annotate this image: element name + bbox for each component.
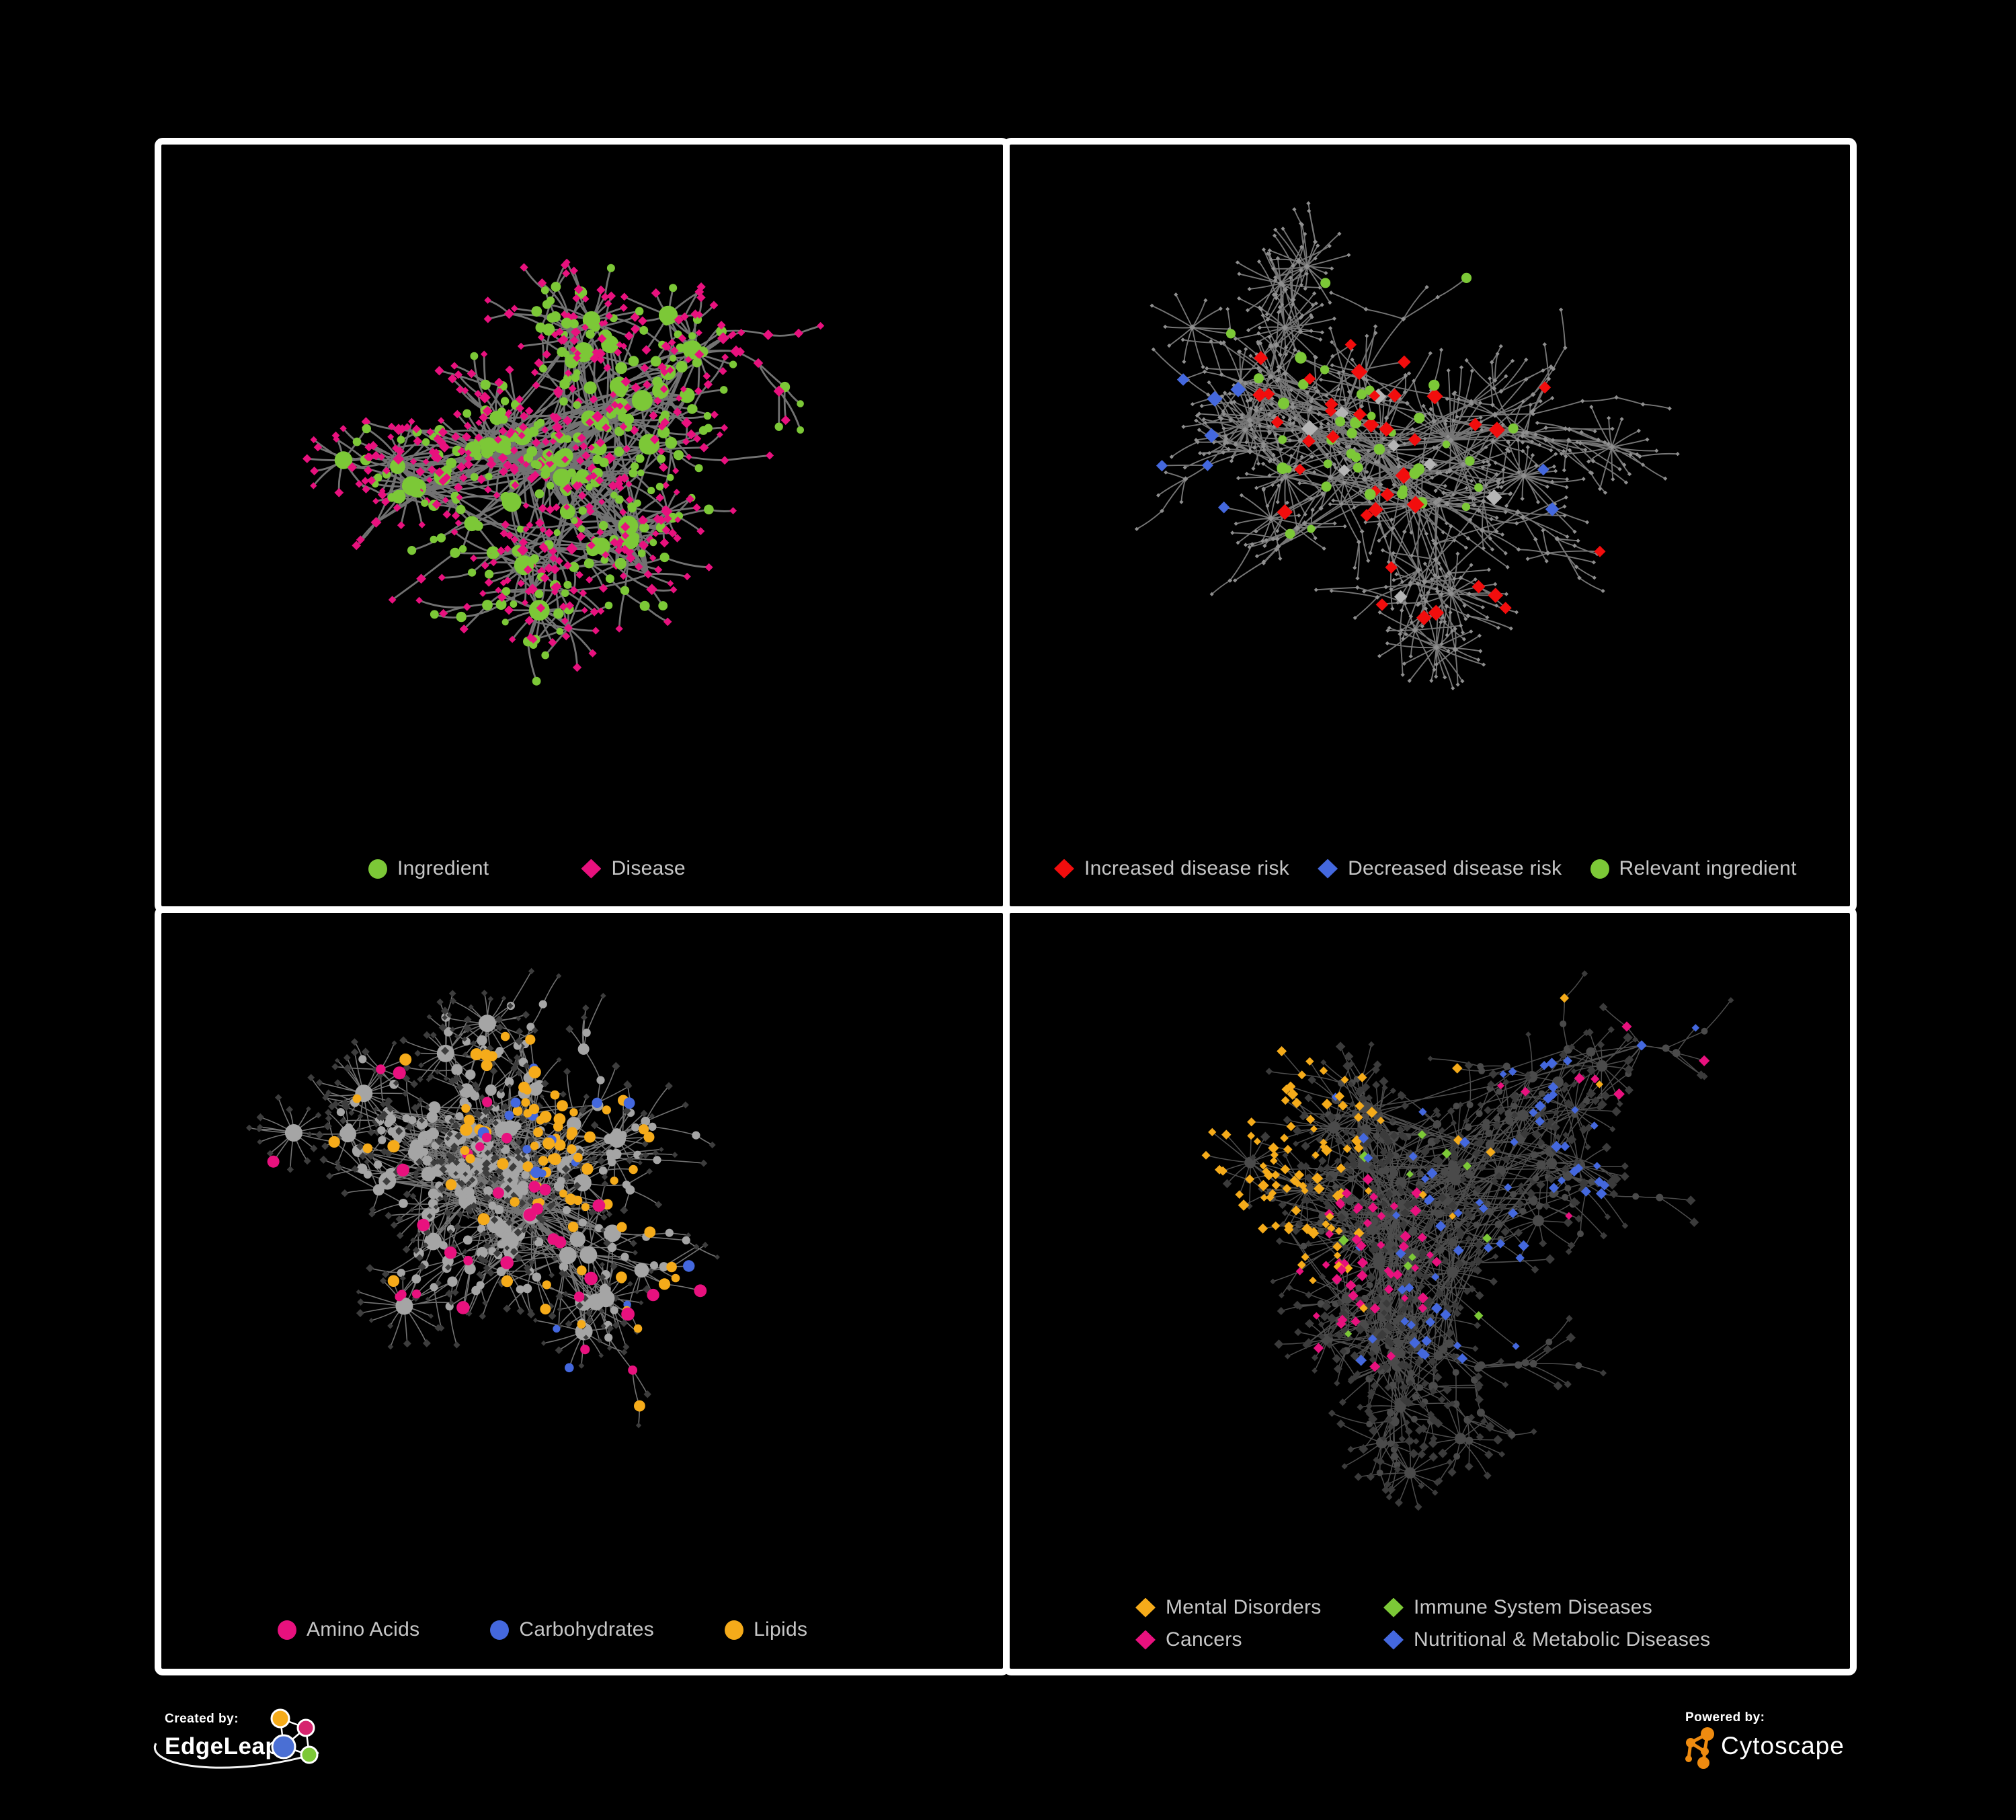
legend-disease-risk: Increased disease risk Decreased disease … <box>1054 857 1797 880</box>
legend-label: Lipids <box>754 1618 808 1640</box>
diamond-marker-icon <box>1318 859 1338 879</box>
legend-label: Disease <box>611 857 686 879</box>
panel-ingredient-disease: Ingredient Disease <box>155 138 1010 913</box>
network-graph-disease-risk <box>1134 201 1680 690</box>
circle-marker-icon <box>490 1620 510 1640</box>
legend-label: Increased disease risk <box>1084 857 1290 879</box>
cytoscape-credit: Powered by: Cytoscape <box>1685 1710 1844 1759</box>
legend-label: Nutritional & Metabolic Diseases <box>1414 1628 1711 1651</box>
legend-item: Ingredient <box>368 857 489 880</box>
nodes-layer <box>303 258 825 686</box>
diamond-marker-icon <box>1054 859 1074 879</box>
legend-item: Decreased disease risk <box>1318 857 1562 880</box>
legend-item: Amino Acids <box>278 1618 419 1641</box>
circle-marker-icon <box>1590 859 1609 879</box>
cytoscape-brand: Cytoscape <box>1721 1732 1845 1759</box>
nodes-layer <box>1201 970 1734 1511</box>
network-graph-nutrient-classes <box>245 967 720 1429</box>
created-by-label: Created by: <box>165 1712 239 1726</box>
diamond-marker-icon <box>581 859 602 879</box>
diamond-marker-icon <box>1135 1630 1156 1650</box>
circle-marker-icon <box>725 1620 744 1640</box>
edgeleap-credit: Created by: EdgeLeap <box>165 1712 280 1760</box>
legend-item: Increased disease risk <box>1054 857 1289 880</box>
legend-label: Decreased disease risk <box>1348 857 1562 879</box>
circle-marker-icon <box>368 859 387 879</box>
legend-item: Nutritional & Metabolic Diseases <box>1383 1628 1710 1651</box>
network-graph-ingredient-disease <box>303 258 825 686</box>
nodes-layer <box>245 967 720 1429</box>
edgeleap-swoosh-icon <box>153 1743 319 1769</box>
powered-by-label: Powered by: <box>1685 1710 1765 1725</box>
diamond-marker-icon <box>1383 1597 1404 1618</box>
panel-disease-risk: Increased disease risk Decreased disease … <box>1003 138 1857 913</box>
legend-disease-categories: Mental Disorders Immune System Diseases Ca… <box>1135 1596 1710 1651</box>
diamond-marker-icon <box>1135 1597 1156 1618</box>
legend-item: Lipids <box>725 1618 807 1641</box>
diamond-marker-icon <box>1383 1630 1404 1650</box>
panel-disease-categories: Mental Disorders Immune System Diseases Ca… <box>1003 906 1857 1675</box>
network-graph-disease-categories <box>1201 970 1734 1511</box>
nodes-layer <box>1134 201 1680 690</box>
legend-label: Cancers <box>1166 1628 1242 1651</box>
legend-item: Mental Disorders <box>1135 1596 1383 1619</box>
panel-nutrient-classes: Amino Acids Carbohydrates Lipids <box>155 906 1010 1675</box>
legend-label: Relevant ingredient <box>1619 857 1797 879</box>
legend-ingredient-disease: Ingredient Disease <box>368 857 686 880</box>
legend-item: Relevant ingredient <box>1590 857 1797 880</box>
legend-item: Carbohydrates <box>490 1618 654 1641</box>
legend-label: Mental Disorders <box>1166 1596 1322 1618</box>
circle-marker-icon <box>278 1620 296 1640</box>
edgeleap-brand: EdgeLeap <box>165 1733 280 1759</box>
legend-label: Ingredient <box>397 857 489 879</box>
legend-item: Cancers <box>1135 1628 1383 1651</box>
cytoscape-logo-icon <box>1685 1727 1714 1769</box>
legend-label: Immune System Diseases <box>1414 1596 1653 1618</box>
legend-item: Disease <box>581 857 686 880</box>
legend-label: Amino Acids <box>307 1618 420 1640</box>
legend-nutrient-classes: Amino Acids Carbohydrates Lipids <box>278 1618 807 1641</box>
edgeleap-logo-icon <box>270 1708 319 1764</box>
legend-item: Immune System Diseases <box>1383 1596 1710 1619</box>
legend-label: Carbohydrates <box>519 1618 655 1640</box>
edges-layer <box>1136 203 1678 688</box>
